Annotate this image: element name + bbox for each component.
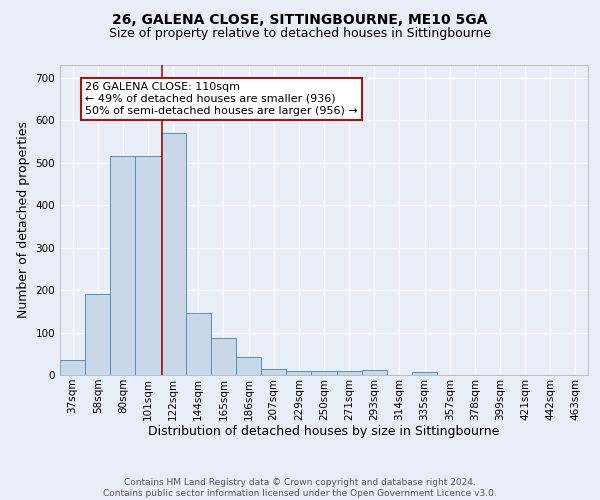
Bar xyxy=(161,133,186,375)
Bar xyxy=(136,156,161,375)
Y-axis label: Number of detached properties: Number of detached properties xyxy=(17,122,30,318)
Bar xyxy=(60,360,85,375)
Bar xyxy=(186,314,211,375)
Bar xyxy=(412,372,437,375)
Bar xyxy=(286,371,311,375)
Bar xyxy=(211,338,236,375)
Bar xyxy=(362,370,387,375)
Text: Size of property relative to detached houses in Sittingbourne: Size of property relative to detached ho… xyxy=(109,28,491,40)
Bar xyxy=(110,156,136,375)
Text: Contains HM Land Registry data © Crown copyright and database right 2024.
Contai: Contains HM Land Registry data © Crown c… xyxy=(103,478,497,498)
Bar xyxy=(261,368,286,375)
Text: 26 GALENA CLOSE: 110sqm
← 49% of detached houses are smaller (936)
50% of semi-d: 26 GALENA CLOSE: 110sqm ← 49% of detache… xyxy=(85,82,358,116)
Bar xyxy=(311,371,337,375)
Bar xyxy=(337,371,362,375)
Bar xyxy=(85,294,110,375)
X-axis label: Distribution of detached houses by size in Sittingbourne: Distribution of detached houses by size … xyxy=(148,426,500,438)
Bar xyxy=(236,357,261,375)
Text: 26, GALENA CLOSE, SITTINGBOURNE, ME10 5GA: 26, GALENA CLOSE, SITTINGBOURNE, ME10 5G… xyxy=(112,12,488,26)
